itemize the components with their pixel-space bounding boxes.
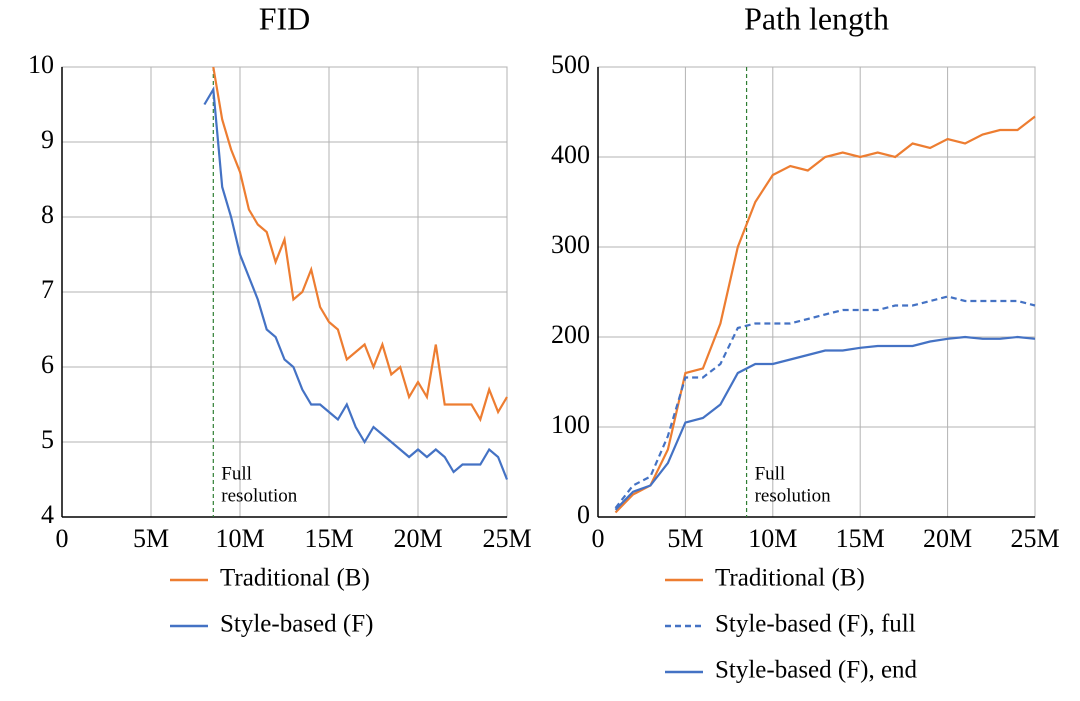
y-tick-label: 9	[41, 125, 54, 154]
legend-label: Style-based (F), end	[715, 657, 918, 684]
legend-label: Style-based (F), full	[715, 611, 916, 638]
x-tick-label: 5M	[133, 524, 169, 553]
series-line	[614, 295, 1036, 509]
x-tick-label: 0	[56, 524, 69, 553]
annotation-text: Full	[755, 463, 786, 484]
y-tick-label: 4	[41, 500, 54, 529]
y-tick-label: 10	[28, 50, 54, 79]
x-tick-label: 25M	[1010, 524, 1059, 553]
x-tick-label: 20M	[393, 524, 442, 553]
x-tick-label: 0	[592, 524, 605, 553]
y-tick-label: 7	[41, 275, 54, 304]
y-tick-label: 8	[41, 200, 54, 229]
y-tick-label: 500	[551, 50, 590, 79]
series-line	[203, 86, 509, 480]
x-tick-label: 15M	[304, 524, 353, 553]
series-line	[614, 115, 1036, 514]
y-tick-label: 400	[551, 140, 590, 169]
y-tick-label: 5	[41, 425, 54, 454]
chart-title: Path length	[744, 0, 889, 36]
annotation-text: Full	[221, 463, 252, 484]
x-tick-label: 20M	[923, 524, 972, 553]
legend-label: Traditional (B)	[715, 565, 865, 592]
y-tick-label: 300	[551, 230, 590, 259]
annotation-text: resolution	[221, 485, 297, 506]
legend-label: Traditional (B)	[220, 565, 370, 592]
x-tick-label: 5M	[667, 524, 703, 553]
chart-title: FID	[259, 0, 311, 36]
x-tick-label: 15M	[836, 524, 885, 553]
x-tick-label: 10M	[215, 524, 264, 553]
y-tick-label: 200	[551, 320, 590, 349]
x-tick-label: 10M	[748, 524, 797, 553]
y-tick-label: 0	[577, 500, 590, 529]
plot-frame	[597, 66, 1036, 518]
annotation-text: resolution	[755, 485, 831, 506]
y-tick-label: 6	[41, 350, 54, 379]
y-tick-label: 100	[551, 410, 590, 439]
legend-label: Style-based (F)	[220, 611, 373, 638]
series-line	[614, 335, 1036, 511]
x-tick-label: 25M	[482, 524, 531, 553]
series-line	[212, 66, 508, 423]
